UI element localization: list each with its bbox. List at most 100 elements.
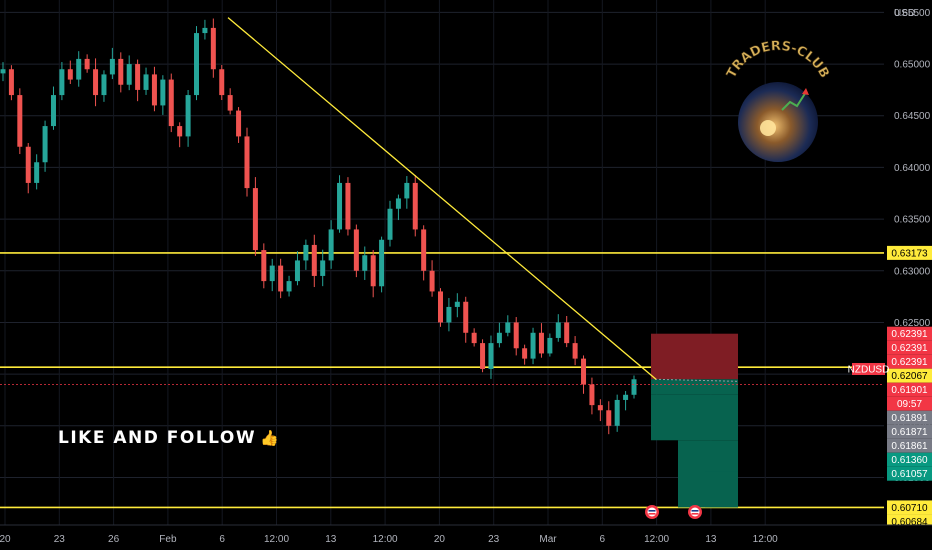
candle-body: [227, 95, 233, 111]
time-tick-label: 13: [325, 534, 337, 545]
candle-body: [362, 255, 368, 271]
time-tick-label: 20: [434, 534, 446, 545]
candle-body: [126, 64, 132, 85]
candle-body: [614, 399, 620, 426]
candle-body: [454, 301, 460, 307]
candle-body: [50, 95, 56, 127]
time-axis-panel[interactable]: [0, 525, 932, 550]
price-badge-label: 0.63173: [891, 248, 928, 259]
candle-body: [8, 69, 14, 96]
symbol-tag: NZDUSD: [848, 363, 890, 376]
candle-body: [631, 379, 637, 395]
price-badge: [887, 410, 932, 425]
price-badge-label: 0.60710: [891, 503, 928, 514]
candle-body: [505, 322, 511, 333]
candle-body: [244, 136, 250, 189]
candle-body: [353, 229, 359, 271]
time-tick-label: Mar: [539, 534, 557, 545]
logo-text: TRADERS-CLUB: [724, 39, 832, 82]
chart-grid: [0, 0, 884, 530]
candle-body: [597, 405, 603, 411]
candle-body: [42, 126, 48, 163]
candle-body: [294, 260, 300, 282]
candle-body: [496, 332, 502, 344]
candle-body: [522, 348, 528, 359]
candle-body: [488, 343, 494, 369]
candle-body: [471, 332, 477, 344]
candle-body: [421, 229, 427, 271]
candle-body: [236, 110, 242, 137]
horizontal-levels[interactable]: [0, 252, 884, 509]
target-zone: [651, 379, 738, 395]
time-tick-label: 23: [54, 534, 66, 545]
price-tick-label: 0.65000: [894, 60, 931, 71]
price-badge-label: 0.61901: [891, 385, 928, 396]
trade-path-line: [654, 378, 739, 382]
candle-body: [564, 322, 570, 344]
trendline[interactable]: [227, 17, 657, 380]
price-badge: [887, 396, 932, 411]
candle-body: [67, 69, 73, 80]
time-tick-label: 12:00: [373, 534, 398, 545]
price-badge-label: 0.62391: [891, 343, 928, 354]
position-zones[interactable]: [651, 333, 739, 508]
price-badge: [887, 354, 932, 369]
price-badge-label: 0.62391: [891, 357, 928, 368]
svg-text:TRADERS-CLUB: TRADERS-CLUB: [724, 39, 832, 81]
candle-body: [370, 255, 376, 287]
candle-body: [252, 188, 258, 251]
thumbs-up-icon: 👍: [260, 429, 281, 447]
candle-body: [412, 182, 418, 230]
candle-body: [555, 322, 561, 338]
candle-body: [286, 281, 292, 292]
candle-body: [589, 384, 595, 406]
price-badge: [887, 326, 932, 341]
candle-body: [547, 337, 553, 354]
candle-body: [395, 198, 401, 209]
candle-body: [581, 358, 587, 385]
price-badge: [887, 466, 932, 481]
candle-body: [404, 182, 410, 199]
price-badge: [887, 245, 932, 260]
candle-body: [177, 126, 183, 137]
candle-body: [185, 95, 191, 137]
candle-body: [202, 27, 208, 34]
candle-body: [109, 58, 115, 75]
economic-event-icons[interactable]: [645, 505, 702, 519]
candle-body: [530, 332, 536, 359]
candle-body: [429, 270, 435, 292]
candle-body: [210, 27, 216, 70]
candle-body: [219, 69, 225, 96]
candle-body: [76, 58, 82, 80]
currency-label: USD: [894, 8, 915, 19]
candle-body: [379, 239, 385, 287]
candle-body: [17, 95, 23, 147]
target-zone: [705, 471, 738, 508]
price-badge-label: 0.60684: [891, 517, 928, 528]
us-flag-event-icon[interactable]: [645, 505, 659, 519]
time-tick-label: 6: [600, 534, 606, 545]
candle-body: [168, 79, 174, 127]
candle-body: [480, 343, 486, 369]
candle-body: [345, 182, 351, 230]
time-axis-ticks: 20 23 26 Feb 6 12:00 13 12:00 20 23 Mar 6 12:00 13 12:…: [0, 534, 778, 545]
candlestick-series: [0, 18, 637, 435]
time-tick-label: Feb: [159, 534, 177, 545]
candle-body: [606, 410, 612, 426]
price-tick-label: 0.63500: [894, 215, 931, 226]
price-badge-label: 0.61057: [891, 469, 928, 480]
price-badge: [887, 452, 932, 467]
price-badge: [887, 368, 932, 383]
price-tick-label: 0.62500: [894, 318, 931, 329]
candle-body: [446, 306, 452, 323]
candle-body: [463, 301, 469, 333]
candle-body: [151, 74, 157, 106]
svg-text:NZDUSD: NZDUSD: [848, 365, 890, 376]
time-tick-label: 12:00: [753, 534, 778, 545]
candle-body: [311, 244, 317, 276]
price-badge: [887, 424, 932, 439]
us-flag-event-icon[interactable]: [688, 505, 702, 519]
candle-body: [513, 322, 519, 349]
price-badge-label: 0.62391: [891, 329, 928, 340]
